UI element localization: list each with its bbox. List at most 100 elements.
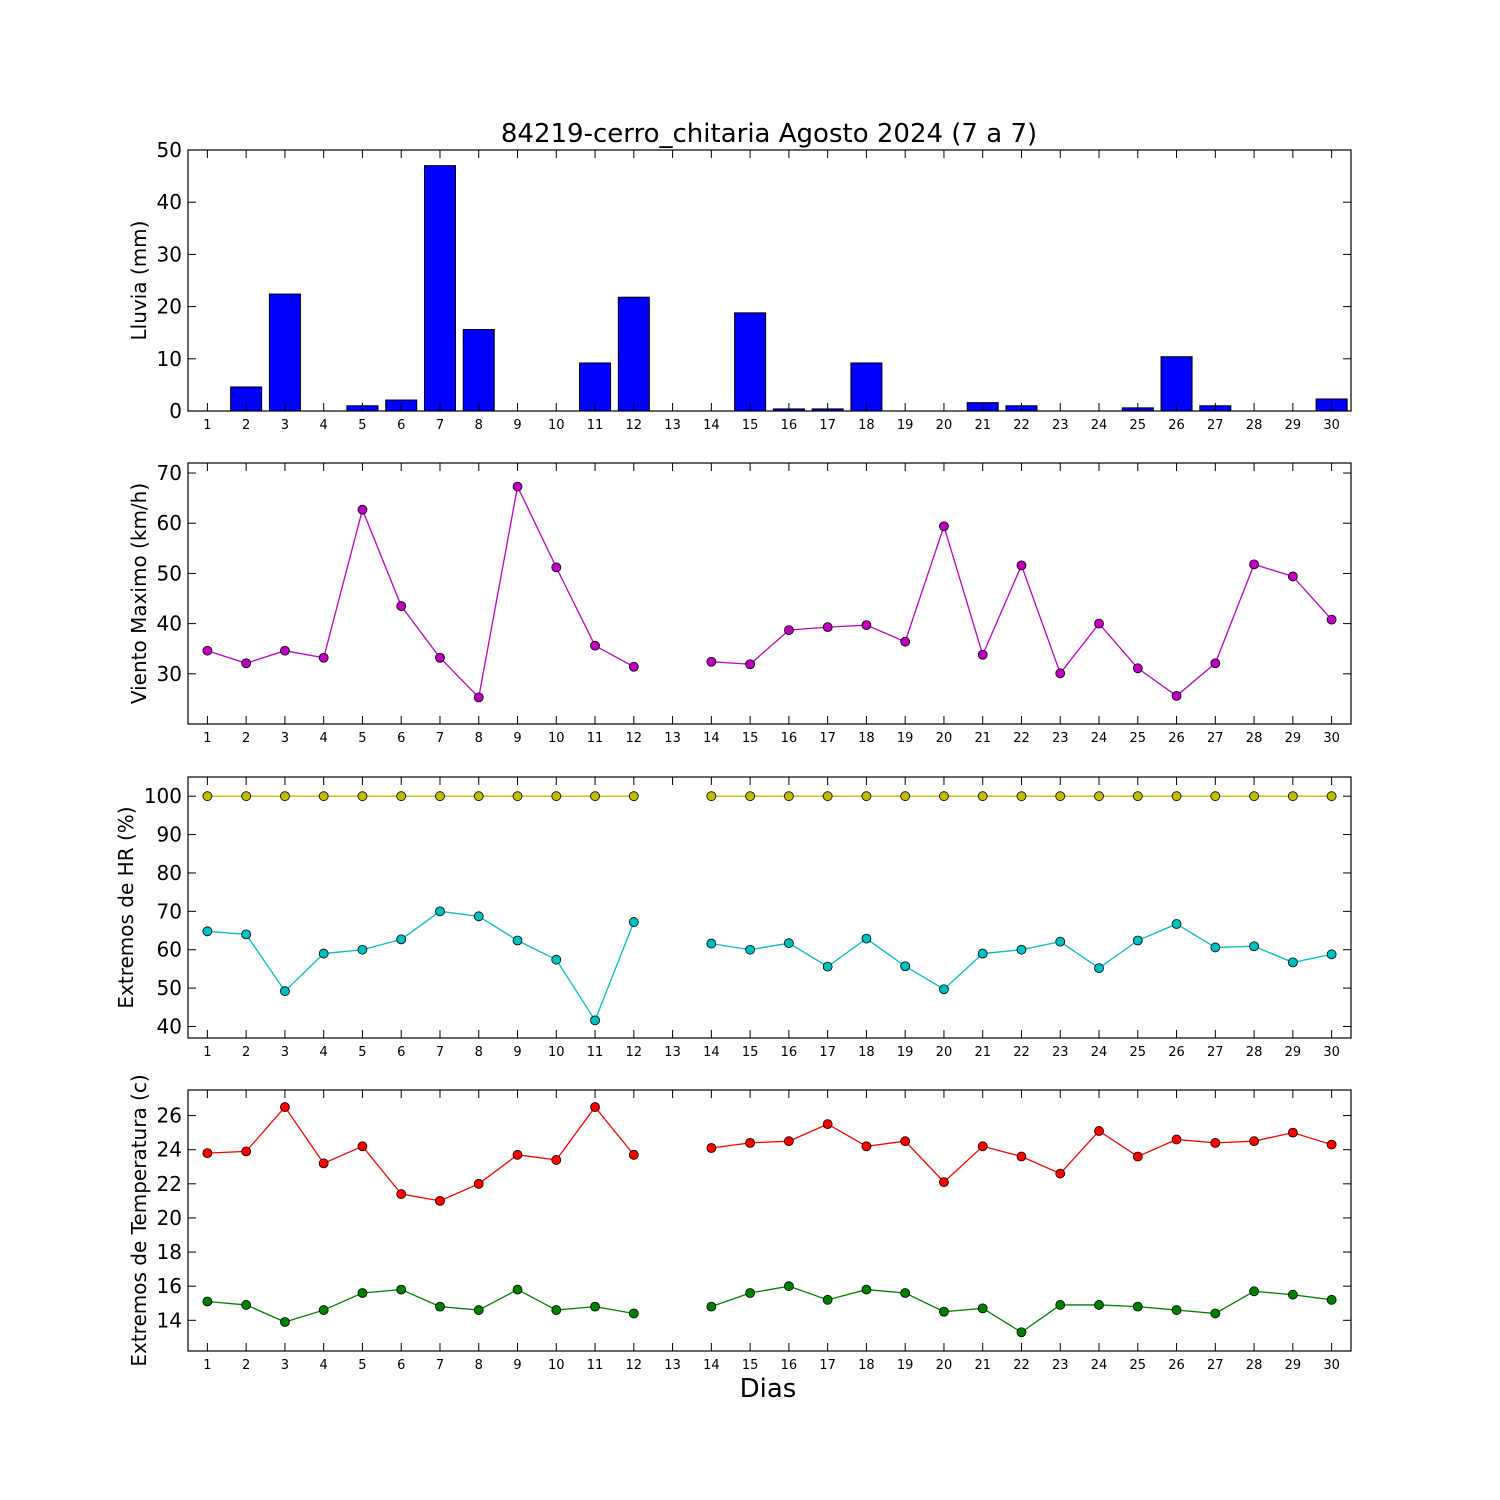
- x-tick-label: 23: [1052, 418, 1069, 433]
- x-tick-label: 5: [358, 1358, 366, 1373]
- point-series-1-day-8: [473, 1178, 484, 1189]
- point-series-2-day-4: [318, 948, 329, 959]
- x-tick-label: 11: [587, 418, 604, 433]
- point-series-1-day-5: [357, 504, 368, 515]
- x-tick-label: 6: [397, 418, 405, 433]
- point-series-2-day-23: [1055, 1300, 1066, 1310]
- x-tick-label: 27: [1207, 1358, 1224, 1373]
- point-series-2-day-1: [202, 1296, 213, 1307]
- point-series-1-day-2: [241, 1146, 252, 1157]
- point-series-1-day-15: [745, 791, 756, 802]
- point-series-2-day-29: [1287, 1289, 1298, 1300]
- point-series-1-day-28: [1249, 1136, 1259, 1147]
- point-series-1-day-27: [1210, 1137, 1221, 1148]
- x-tick-label: 1: [203, 1358, 211, 1373]
- x-tick-label: 12: [626, 1358, 643, 1373]
- x-tick-label: 14: [703, 731, 720, 746]
- x-tick-label: 1: [203, 1045, 211, 1060]
- point-series-1-day-9: [512, 1149, 523, 1160]
- x-tick-label: 28: [1246, 1045, 1263, 1060]
- x-tick-label: 21: [974, 1358, 991, 1373]
- x-tick-label: 7: [436, 1358, 444, 1373]
- point-series-2-day-23: [1055, 936, 1066, 947]
- point-series-2-day-28: [1249, 941, 1259, 952]
- y-tick-label: 20: [157, 295, 182, 319]
- y-tick-label: 24: [157, 1138, 182, 1162]
- point-series-1-day-22: [1016, 560, 1027, 571]
- x-tick-label: 18: [858, 731, 875, 746]
- x-tick-label: 24: [1091, 1358, 1108, 1373]
- point-series-1-day-28: [1249, 559, 1259, 570]
- point-series-1-day-22: [1016, 791, 1027, 802]
- point-series-1-day-6: [396, 791, 407, 802]
- point-series-1-day-2: [241, 658, 252, 669]
- point-series-1-day-11: [590, 640, 600, 651]
- x-tick-label: 12: [626, 1045, 643, 1060]
- point-series-1-day-23: [1055, 791, 1066, 802]
- point-series-2-day-19: [900, 961, 911, 972]
- x-tick-label: 20: [936, 731, 953, 746]
- x-tick-label: 11: [587, 1045, 604, 1060]
- bar-day-3: [268, 293, 301, 412]
- point-series-1-day-15: [745, 659, 756, 670]
- point-series-1-day-10: [551, 1155, 562, 1165]
- y-tick-label: 100: [144, 784, 182, 808]
- x-tick-label: 3: [281, 1358, 289, 1373]
- x-tick-label: 29: [1285, 1358, 1302, 1373]
- point-series-2-day-27: [1210, 942, 1221, 953]
- axes-frame: [187, 776, 1352, 1039]
- point-series-1-day-7: [435, 652, 445, 663]
- point-series-2-day-21: [977, 948, 988, 959]
- x-tick-label: 27: [1207, 731, 1224, 746]
- y-tick-label: 30: [157, 662, 182, 686]
- point-series-2-day-7: [435, 906, 445, 917]
- x-tick-label: 28: [1246, 731, 1263, 746]
- y-tick-label: 0: [169, 399, 182, 423]
- point-series-1-day-24: [1094, 1126, 1104, 1136]
- point-series-2-day-4: [318, 1305, 329, 1315]
- point-series-1-day-6: [396, 1189, 407, 1199]
- x-tick-label: 3: [281, 731, 289, 746]
- x-tick-label: 27: [1207, 1045, 1224, 1060]
- x-tick-label: 20: [936, 1045, 953, 1060]
- point-series-1-day-12: [628, 1149, 639, 1160]
- x-tick-label: 8: [475, 1045, 483, 1060]
- point-series-1-day-29: [1287, 791, 1298, 802]
- x-tick-label: 25: [1130, 418, 1147, 433]
- chart-title: 84219-cerro_chitaria Agosto 2024 (7 a 7): [501, 119, 1037, 149]
- point-series-1-day-29: [1287, 571, 1298, 582]
- x-tick-label: 9: [513, 1358, 521, 1373]
- point-series-2-day-21: [977, 1303, 988, 1314]
- point-series-1-day-18: [861, 791, 872, 802]
- x-tick-label: 21: [974, 1045, 991, 1060]
- point-series-1-day-30: [1326, 614, 1337, 625]
- point-series-1-day-7: [435, 791, 445, 802]
- x-tick-label: 15: [742, 731, 759, 746]
- point-series-1-day-18: [861, 620, 872, 631]
- point-series-2-day-10: [551, 1305, 562, 1315]
- x-tick-label: 21: [974, 418, 991, 433]
- x-tick-label: 18: [858, 1045, 875, 1060]
- x-tick-label: 30: [1323, 731, 1340, 746]
- x-tick-label: 22: [1013, 418, 1030, 433]
- x-tick-label: 26: [1168, 731, 1185, 746]
- x-tick-label: 6: [397, 1358, 405, 1373]
- point-series-1-day-21: [977, 791, 988, 802]
- x-tick-label: 25: [1130, 1045, 1147, 1060]
- x-tick-label: 22: [1013, 731, 1030, 746]
- point-series-1-day-19: [900, 636, 911, 647]
- x-tick-label: 19: [897, 418, 914, 433]
- x-tick-label: 24: [1091, 1045, 1108, 1060]
- x-tick-label: 8: [475, 418, 483, 433]
- y-tick-label: 50: [157, 561, 182, 585]
- x-tick-label: 12: [626, 418, 643, 433]
- point-series-1-day-17: [822, 1119, 833, 1130]
- point-series-2-day-5: [357, 1288, 368, 1298]
- point-series-1-day-11: [590, 791, 600, 802]
- point-series-2-day-9: [512, 935, 523, 946]
- x-tick-label: 2: [242, 1358, 250, 1373]
- point-series-2-day-14: [706, 938, 717, 949]
- y-axis-label: Lluvia (mm): [127, 221, 151, 341]
